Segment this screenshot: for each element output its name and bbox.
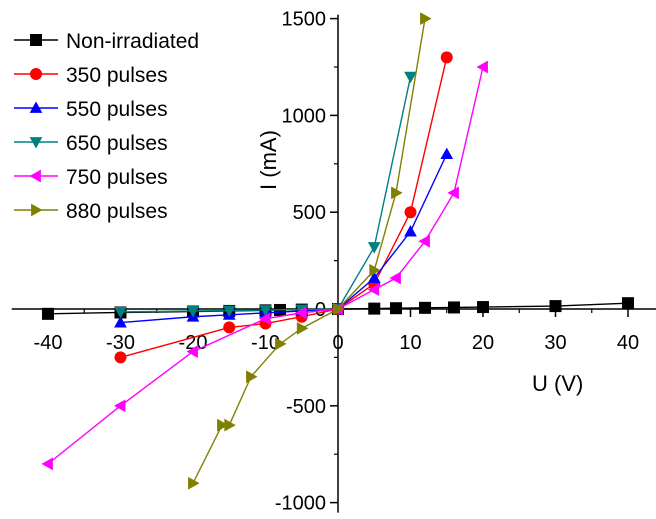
data-point [246,370,258,384]
data-point [258,312,271,326]
data-point [296,322,309,335]
legend-item-750-pulses: 750 pulses [14,166,168,189]
legend-label: 350 pulses [66,64,168,87]
data-point [368,302,381,315]
y-axis-title: I (mA) [256,130,281,190]
data-point [419,301,431,314]
x-tick-label: -40 [34,332,63,354]
data-point [418,234,430,248]
legend-label: 550 pulses [66,98,168,121]
legend-item-650-pulses: 650 pulses [14,132,168,155]
data-point [391,186,403,200]
data-point [222,305,236,318]
data-point [41,457,53,471]
data-point [622,297,634,310]
data-point [224,418,236,432]
data-point [477,301,489,314]
series-line [47,66,484,465]
data-point [217,418,229,432]
data-point [186,306,200,318]
y-tick-label: 500 [293,202,326,224]
data-point [476,60,488,74]
data-point [390,302,402,315]
series-line [120,76,412,313]
data-point [367,242,381,254]
data-point [114,351,127,364]
series-880-pulses [188,12,432,490]
data-point [114,307,127,319]
data-point [448,301,460,314]
data-point [188,476,200,490]
legend-marker [29,169,41,183]
x-tick-label: 40 [617,332,639,354]
y-tick-label: -500 [286,396,326,418]
legend-item-550-pulses: 550 pulses [14,98,168,121]
legend-marker [30,68,42,80]
legend-marker [31,203,43,217]
legend-item-350-pulses: 350 pulses [14,64,168,87]
data-point [367,283,380,296]
legend-label: Non-irradiated [66,30,199,53]
data-point [549,300,562,313]
data-point [420,12,432,25]
series-line [120,57,448,359]
legend-label: 880 pulses [66,200,168,223]
series-750-pulses [41,60,488,471]
data-point [404,71,417,84]
legend-marker [30,34,42,46]
data-point [42,307,54,320]
data-point [259,305,272,317]
data-point [404,206,417,219]
data-point [447,186,459,200]
data-point [367,271,381,283]
x-tick-label: 10 [399,332,421,354]
data-point [295,306,307,320]
data-point [114,316,127,328]
x-tick-label: -10 [251,332,280,354]
x-tick-label: 20 [472,332,494,354]
y-tick-label: -1000 [275,493,326,515]
data-point [369,263,381,277]
data-point [389,271,401,285]
data-point [186,345,198,358]
data-point [113,399,126,413]
legend-marker [29,137,43,149]
legend-item-880-pulses: 880 pulses [14,200,168,223]
x-axis-title: U (V) [532,371,583,396]
series-layer [41,12,634,490]
x-tick-label: 30 [544,332,566,354]
data-point [275,337,287,351]
legend: Non-irradiated 350 pulses 550 pulses 650 pu… [14,30,199,223]
legend-item-non-irradiated: Non-irradiated [14,30,199,53]
x-tick-label: 0 [332,332,343,354]
y-tick-label: 1000 [282,105,327,127]
data-point [404,225,417,237]
data-point [333,302,345,316]
data-point [440,147,454,160]
data-point [440,51,453,64]
x-tick-label: -30 [106,332,135,354]
legend-label: 650 pulses [66,132,168,155]
data-point [223,321,236,334]
legend-marker [29,101,43,113]
y-tick-label: 1500 [282,9,327,31]
legend-label: 750 pulses [66,166,168,189]
